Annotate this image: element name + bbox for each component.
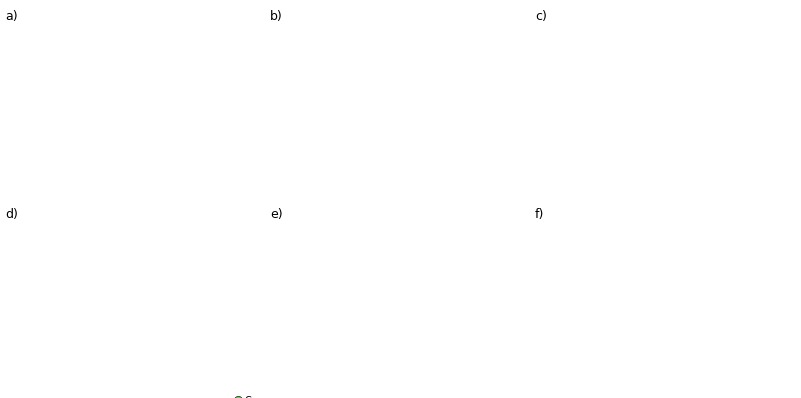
- Legend: Cu, Mn, Fe, V, Cl, O, N, C: Cu, Mn, Fe, V, Cl, O, N, C: [235, 395, 260, 398]
- Text: f): f): [535, 208, 545, 221]
- Text: a): a): [5, 10, 18, 23]
- Text: d): d): [5, 208, 18, 221]
- Text: e): e): [270, 208, 283, 221]
- Text: b): b): [270, 10, 283, 23]
- Text: c): c): [535, 10, 547, 23]
